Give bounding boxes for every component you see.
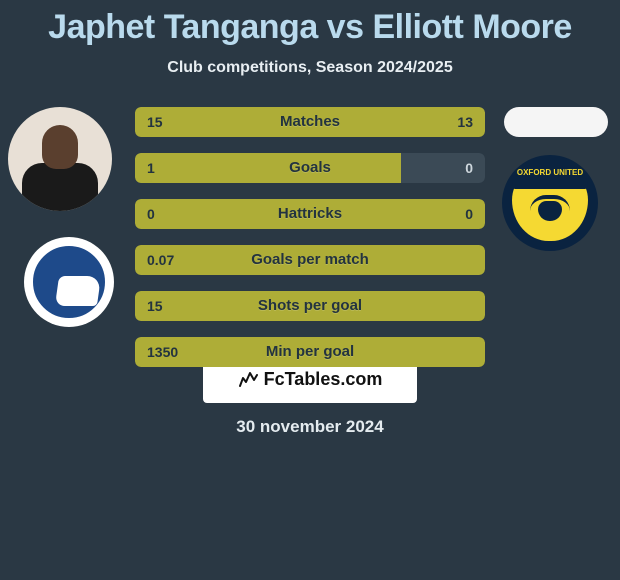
stat-right-value: 0 — [465, 153, 473, 183]
subtitle: Club competitions, Season 2024/2025 — [0, 59, 620, 77]
stat-row: 0Hattricks0 — [135, 199, 485, 229]
player-left-avatar — [8, 107, 112, 211]
stat-right-value: 0 — [465, 199, 473, 229]
club-left-badge — [24, 237, 114, 327]
stat-row: 1Goals0 — [135, 153, 485, 183]
stat-row: 15Matches13 — [135, 107, 485, 137]
player-right-avatar — [504, 107, 608, 137]
stat-label: Matches — [135, 107, 485, 137]
stat-label: Min per goal — [135, 337, 485, 367]
club-right-text: OXFORD UNITED — [512, 165, 588, 189]
date-label: 30 november 2024 — [0, 417, 620, 437]
stat-row: 15Shots per goal — [135, 291, 485, 321]
stat-label: Goals per match — [135, 245, 485, 275]
stat-bars: 15Matches131Goals00Hattricks00.07Goals p… — [135, 107, 485, 383]
stat-row: 0.07Goals per match — [135, 245, 485, 275]
stat-right-value: 13 — [457, 107, 473, 137]
stat-label: Shots per goal — [135, 291, 485, 321]
stat-label: Hattricks — [135, 199, 485, 229]
stat-label: Goals — [135, 153, 485, 183]
fctables-logo-icon — [238, 369, 258, 389]
club-right-badge: OXFORD UNITED — [502, 155, 598, 251]
page-title: Japhet Tanganga vs Elliott Moore — [0, 0, 620, 47]
stat-row: 1350Min per goal — [135, 337, 485, 367]
